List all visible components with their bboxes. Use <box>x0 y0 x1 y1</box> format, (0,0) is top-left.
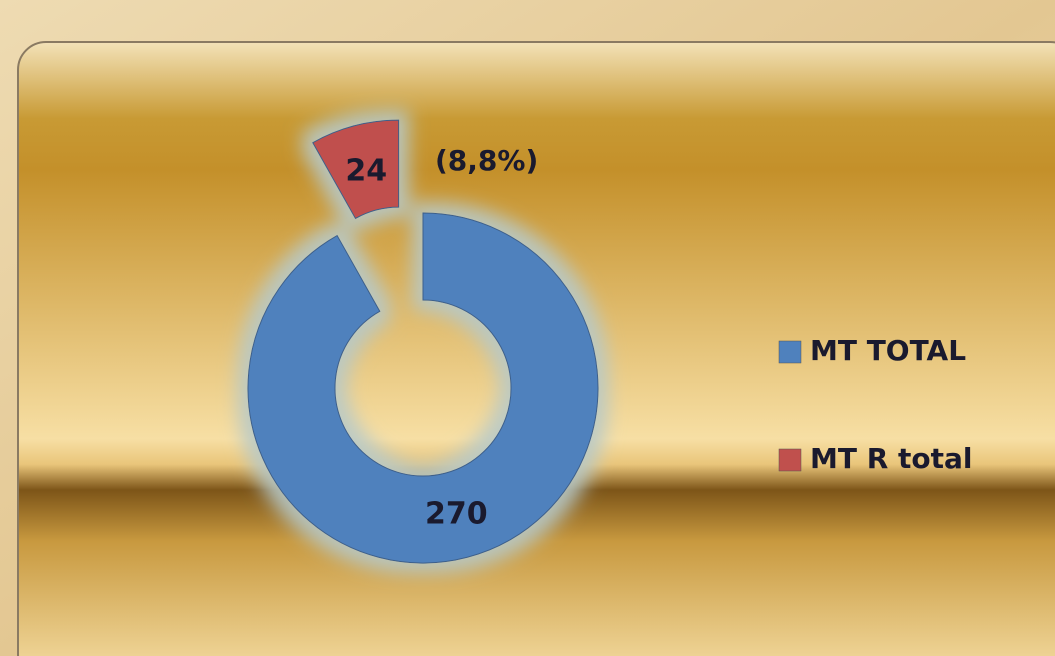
legend-label: MT R total <box>810 442 973 475</box>
data-label: 24 <box>345 153 387 188</box>
legend-swatch <box>778 340 802 364</box>
donut <box>247 119 599 564</box>
donut-slice <box>247 212 599 564</box>
legend-label: MT TOTAL <box>810 334 966 367</box>
annotation: (8,8%) <box>435 144 538 177</box>
data-label: 270 <box>425 497 488 532</box>
donut-slice <box>312 119 400 220</box>
legend-swatch <box>778 448 802 472</box>
